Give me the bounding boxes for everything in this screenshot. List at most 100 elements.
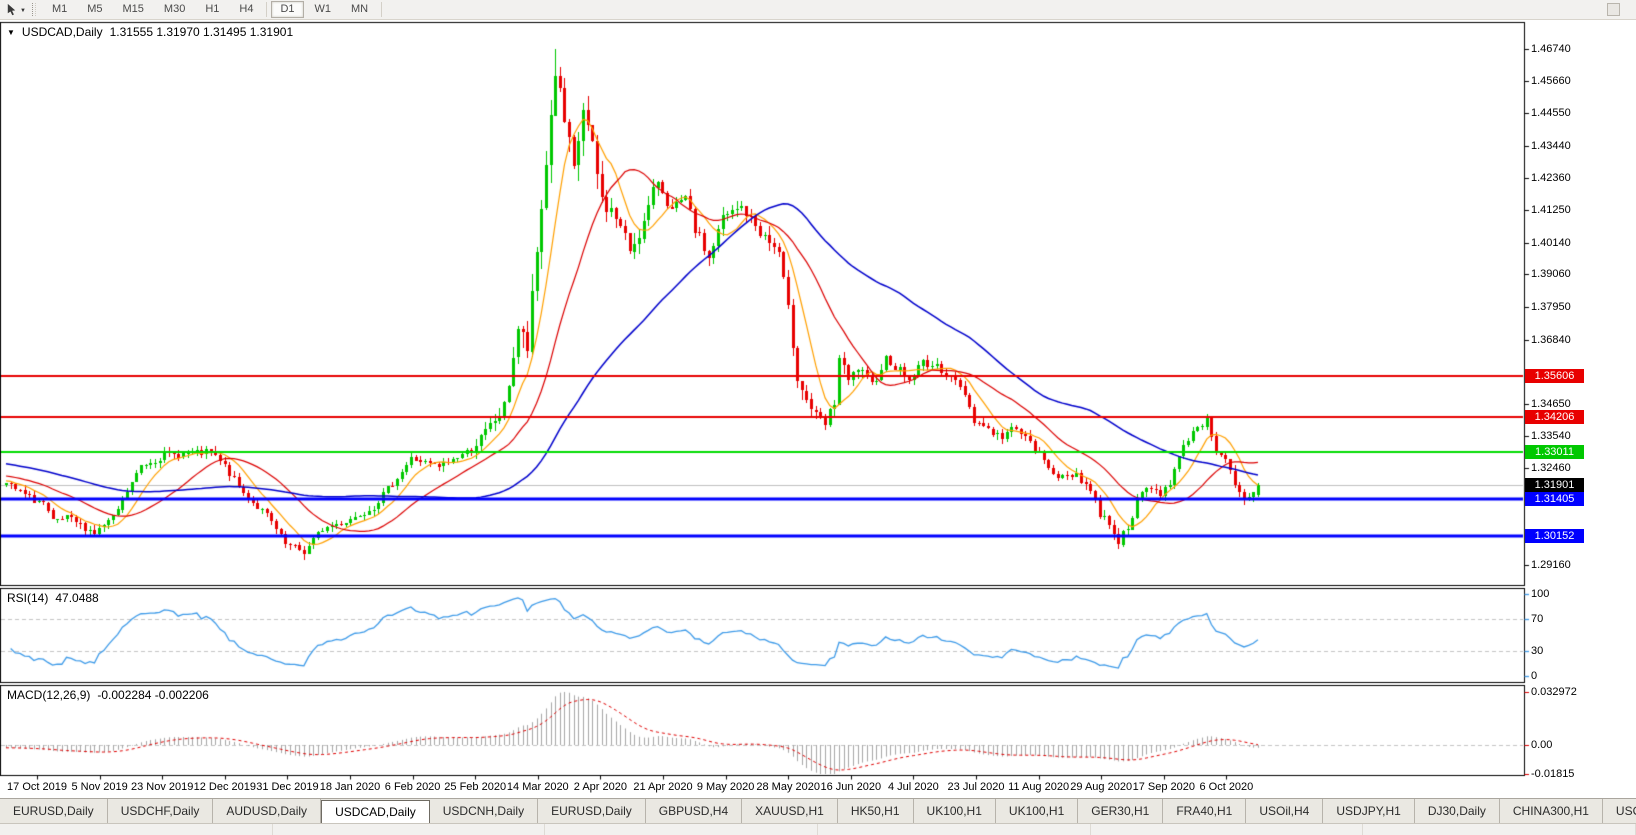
rsi-header: RSI(14) 47.0488	[7, 591, 99, 605]
date-axis-label: 23 Nov 2019	[130, 781, 194, 793]
rsi-label: RSI(14)	[7, 591, 49, 605]
toolbar-handle-button[interactable]	[1607, 3, 1620, 16]
toolbar-grip	[31, 3, 36, 16]
price-tick-label: 1.37950	[1531, 301, 1571, 313]
date-axis-label: 21 Apr 2020	[633, 781, 693, 793]
price-tick-label: 1.36840	[1531, 333, 1571, 346]
status-segment	[273, 824, 546, 835]
price-tick-label: 1.42360	[1531, 171, 1571, 184]
date-axis-label: 25 Feb 2020	[444, 781, 507, 793]
date-axis-label: 6 Feb 2020	[384, 781, 441, 793]
date-axis-label: 17 Sep 2020	[1132, 781, 1195, 793]
tab-usdjpy-h1[interactable]: USDJPY,H1	[1323, 799, 1415, 823]
tab-audusd-daily[interactable]: AUDUSD,Daily	[213, 799, 322, 823]
cursor-tool-icon[interactable]	[2, 2, 20, 18]
status-segment	[0, 824, 273, 835]
status-segment	[1091, 824, 1364, 835]
status-segment	[818, 824, 1091, 835]
price-tick-label: 1.44550	[1531, 107, 1571, 120]
status-strip	[0, 823, 1636, 835]
chart-ohlc-values: 1.31555 1.31970 1.31495 1.31901	[109, 25, 294, 39]
tab-dj30-daily[interactable]: DJ30,Daily	[1415, 799, 1500, 823]
status-segment	[1363, 824, 1636, 835]
price-level-badge: 1.31901	[1525, 477, 1584, 492]
timeframe-button-m1[interactable]: M1	[51, 3, 68, 15]
tab-usoil-h1[interactable]: USOil,H1	[1603, 799, 1636, 823]
macd-header: MACD(12,26,9) -0.002284 -0.002206	[7, 688, 209, 702]
tab-hk50-h1[interactable]: HK50,H1	[838, 799, 914, 823]
tab-gbpusd-h4[interactable]: GBPUSD,H4	[646, 799, 743, 823]
price-tick-label: 1.33540	[1531, 430, 1571, 443]
rsi-tick-label: 100	[1531, 588, 1550, 600]
timeframe-buttons: M1 M5 M15 M30 H1 H4 D1 W1 MN	[42, 1, 385, 18]
price-tick-label: 1.46740	[1531, 43, 1571, 55]
date-axis-label: 14 Mar 2020	[506, 781, 569, 793]
date-axis-label: 18 Jan 2020	[319, 781, 381, 793]
timeframe-toolbar: ▼ M1 M5 M15 M30 H1 H4 D1 W1 MN	[0, 0, 1636, 20]
price-level-badge: 1.31405	[1525, 492, 1584, 507]
date-axis-label: 16 Jun 2020	[820, 781, 882, 793]
tab-eurusd-daily[interactable]: EURUSD,Daily	[538, 799, 646, 823]
tab-china300-h1[interactable]: CHINA300,H1	[1500, 799, 1603, 823]
date-axis-label: 12 Dec 2019	[193, 781, 256, 793]
price-tick-label: 1.40140	[1531, 236, 1571, 249]
rsi-value: 47.0488	[55, 591, 99, 605]
date-axis-label: 11 Aug 2020	[1008, 781, 1070, 793]
chart-ohlc-header: ▼ USDCAD,Daily 1.31555 1.31970 1.31495 1…	[7, 25, 293, 39]
tab-xauusd-h1[interactable]: XAUUSD,H1	[742, 799, 838, 823]
date-axis-label: 9 May 2020	[696, 781, 755, 793]
price-tick-label: 1.32460	[1531, 462, 1571, 475]
timeframe-button-m15[interactable]: M15	[122, 3, 144, 15]
price-level-badge: 1.30152	[1525, 528, 1584, 543]
macd-tick-label: -0.01815	[1531, 768, 1575, 781]
price-tick-label: 1.43440	[1531, 139, 1571, 152]
tab-eurusd-daily[interactable]: EURUSD,Daily	[0, 799, 108, 823]
status-segment	[545, 824, 819, 835]
date-axis-label: 4 Jul 2020	[888, 781, 939, 793]
date-axis-label: 17 Oct 2019	[7, 781, 67, 793]
price-level-badge: 1.35606	[1525, 368, 1584, 383]
rsi-tick-label: 0	[1531, 670, 1538, 682]
timeframe-button-m30[interactable]: M30	[163, 3, 186, 15]
price-tick-label: 1.29160	[1531, 559, 1571, 571]
toolbar-divider	[266, 2, 268, 17]
date-axis-label: 23 Jul 2020	[947, 781, 1005, 793]
date-axis-label: 31 Dec 2019	[256, 781, 319, 793]
timeframe-button-h4[interactable]: H4	[239, 3, 254, 15]
timeframe-button-mn[interactable]: MN	[351, 3, 369, 15]
timeframe-button-w1[interactable]: W1	[314, 3, 332, 15]
timeframe-button-m5[interactable]: M5	[87, 3, 103, 15]
date-axis-label: 5 Nov 2019	[71, 781, 128, 793]
collapse-triangle-icon[interactable]: ▼	[7, 28, 15, 37]
timeframe-button-d1[interactable]: D1	[271, 1, 304, 18]
rsi-tick-label: 70	[1531, 612, 1544, 625]
macd-label: MACD(12,26,9)	[7, 688, 91, 702]
chart-symbol-label: USDCAD,Daily	[21, 25, 103, 39]
chevron-down-icon[interactable]: ▼	[20, 7, 26, 14]
chart-tabbar: EURUSD,Daily USDCHF,Daily AUDUSD,Daily USDC…	[0, 798, 1636, 823]
date-axis-label: 2 Apr 2020	[573, 781, 627, 793]
price-tick-label: 1.41250	[1531, 204, 1571, 217]
price-tick-label: 1.39060	[1531, 268, 1571, 281]
price-tick-label: 1.34650	[1531, 397, 1571, 410]
date-axis-label: 28 May 2020	[756, 781, 820, 793]
timeframe-button-h1[interactable]: H1	[205, 3, 220, 15]
chart-tabs: EURUSD,Daily USDCHF,Daily AUDUSD,Daily USDC…	[0, 799, 1636, 823]
tab-fra40-h1[interactable]: FRA40,H1	[1163, 799, 1247, 823]
toolbar-divider	[381, 2, 383, 17]
tab-ger30-h1[interactable]: GER30,H1	[1078, 799, 1164, 823]
tab-usdcad-daily[interactable]: USDCAD,Daily	[321, 800, 430, 823]
date-axis-label: 6 Oct 2020	[1199, 781, 1254, 793]
tab-usoil-h4[interactable]: USOil,H4	[1246, 799, 1324, 823]
macd-tick-label: 0.032972	[1531, 686, 1577, 698]
tab-uk100-h1[interactable]: UK100,H1	[996, 799, 1079, 823]
rsi-tick-label: 30	[1531, 645, 1544, 658]
tab-uk100-h1[interactable]: UK100,H1	[914, 799, 996, 823]
macd-values: -0.002284 -0.002206	[97, 688, 209, 702]
price-level-badge: 1.34206	[1525, 409, 1584, 424]
date-axis-label: 29 Aug 2020	[1070, 781, 1133, 793]
tab-usdchf-daily[interactable]: USDCHF,Daily	[108, 799, 214, 823]
tab-usdcnh-daily[interactable]: USDCNH,Daily	[430, 799, 539, 823]
